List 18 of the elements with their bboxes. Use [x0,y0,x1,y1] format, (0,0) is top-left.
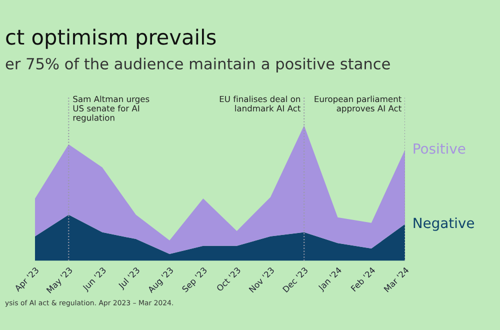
series-label: Negative [414,217,474,231]
chart-title: ct optimism prevails [6,28,216,49]
x-tick-label: Feb '24 [350,266,376,292]
series-label: Positive [414,143,466,154]
x-tick-label: Oct '23 [216,266,241,292]
x-tick-label: Nov '23 [248,266,275,293]
x-tick-label: Aug '23 [147,266,175,294]
x-tick-label: Sep '23 [182,266,208,294]
x-tick-label: Mar '24 [384,266,410,292]
x-tick-label: Jul '23 [118,266,142,290]
chart-subtitle: er 75% of the audience maintain a positive stance [6,58,390,72]
ref-line-label: Sam Altman urges US senate for AI regulation [73,96,150,122]
ref-line-label: European parliament approves AI Act [314,96,402,114]
ref-line-label: EU finalises deal on landmark AI Act [220,96,301,112]
x-tick-label: Apr '23 [14,266,40,294]
x-tick-label: Jan '24 [317,266,344,292]
x-tick-label: Dec '23 [282,266,308,293]
x-tick-label: Jun '23 [82,266,108,292]
